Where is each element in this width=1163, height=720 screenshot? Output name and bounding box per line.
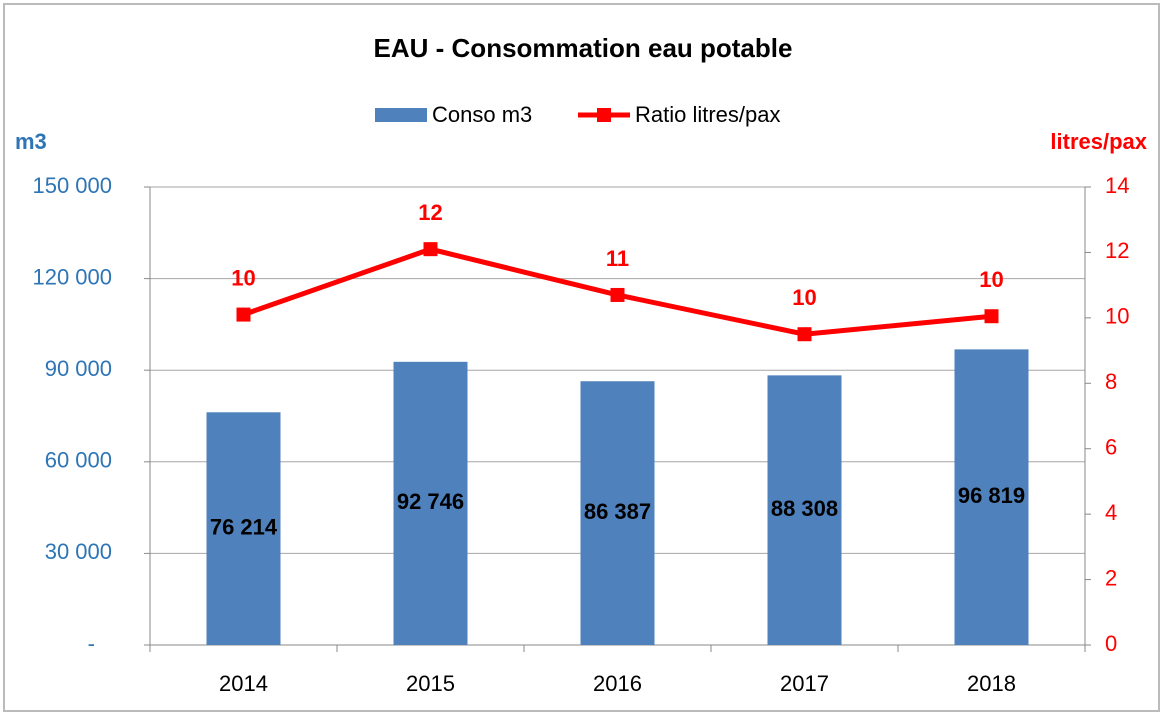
y-tick-label: 120 000 [32, 264, 112, 289]
y2-tick-label: 2 [1105, 565, 1117, 590]
legend-swatch [597, 108, 611, 122]
legend-label: Ratio litres/pax [635, 102, 781, 127]
y2-tick-label: 8 [1105, 369, 1117, 394]
legend-swatch [375, 108, 427, 122]
line-marker [610, 287, 625, 302]
x-tick-label: 2014 [219, 671, 268, 696]
line-marker [984, 309, 999, 324]
x-tick-label: 2015 [406, 671, 455, 696]
x-tick-label: 2018 [967, 671, 1016, 696]
line-value-label: 10 [792, 285, 816, 310]
x-tick-label: 2017 [780, 671, 829, 696]
y-tick-label: 150 000 [32, 173, 112, 198]
bar-value-label: 92 746 [397, 489, 464, 514]
line-value-label: 11 [606, 246, 629, 271]
y-tick-label: 60 000 [45, 448, 112, 473]
bar [393, 361, 468, 645]
y2-tick-label: 12 [1105, 238, 1129, 263]
line-value-label: 12 [418, 200, 442, 225]
legend-label: Conso m3 [432, 102, 532, 127]
y2-tick-label: 6 [1105, 435, 1117, 460]
bar-value-label: 96 819 [958, 483, 1025, 508]
y2-tick-label: 10 [1105, 304, 1129, 329]
line-marker [236, 307, 251, 322]
bar [580, 381, 655, 645]
line-marker [797, 327, 812, 342]
bar-value-label: 86 387 [584, 499, 651, 524]
bar [206, 412, 281, 645]
line-value-label: 10 [979, 267, 1003, 292]
y-axis-label: m3 [15, 129, 47, 154]
bar [954, 349, 1029, 645]
line-value-label: 10 [231, 265, 255, 290]
y2-tick-label: 4 [1105, 500, 1117, 525]
y-tick-label: 30 000 [45, 539, 112, 564]
y-tick-label: - [88, 631, 95, 656]
bar-value-label: 88 308 [771, 496, 838, 521]
y2-axis-label: litres/pax [1050, 129, 1147, 154]
y2-tick-label: 14 [1105, 173, 1129, 198]
bar [767, 375, 842, 645]
chart-title: EAU - Consommation eau potable [374, 33, 793, 63]
x-tick-label: 2016 [593, 671, 642, 696]
line-marker [423, 242, 438, 257]
y2-tick-label: 0 [1105, 631, 1117, 656]
y-tick-label: 90 000 [45, 356, 112, 381]
bar-value-label: 76 214 [210, 514, 278, 539]
